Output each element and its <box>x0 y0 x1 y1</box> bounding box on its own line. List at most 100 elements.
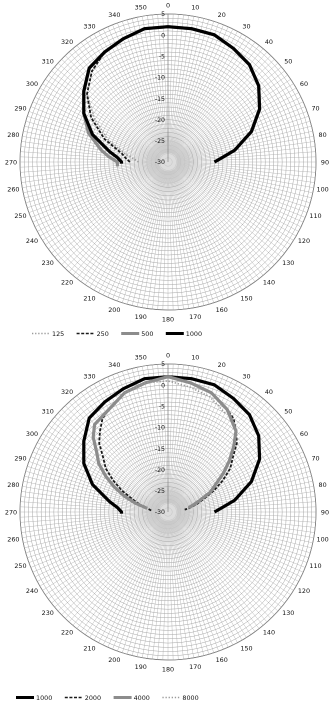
grid-spoke <box>176 101 304 159</box>
grid-spoke <box>137 17 167 153</box>
angle-tick-label: 210 <box>83 294 95 302</box>
angle-tick-label: 200 <box>108 656 120 664</box>
angle-tick-label: 150 <box>240 294 252 302</box>
grid-spoke <box>177 163 313 193</box>
grid-spoke <box>176 514 308 563</box>
grid-spoke <box>23 163 159 193</box>
grid-spoke <box>177 162 316 173</box>
angle-tick-label: 100 <box>317 186 329 194</box>
grid-spoke <box>122 21 166 154</box>
grid-spoke <box>168 521 179 660</box>
angle-tick-label: 270 <box>5 508 17 516</box>
grid-spoke <box>173 42 256 155</box>
grid-spoke <box>34 165 160 228</box>
grid-spoke <box>168 14 184 153</box>
legend: 1000 2000 4000 8000 <box>16 694 199 702</box>
grid-spoke <box>54 66 162 157</box>
grid-spoke <box>177 162 316 168</box>
grid-spoke <box>20 146 159 162</box>
grid-spoke <box>170 170 209 305</box>
grid-spoke <box>72 48 163 156</box>
grid-spoke <box>175 429 291 507</box>
grid-spoke <box>175 87 297 158</box>
grid-spoke <box>20 512 159 523</box>
grid-spoke <box>177 131 313 161</box>
grid-spoke <box>68 168 162 273</box>
grid-spoke <box>25 514 160 553</box>
grid-spoke <box>168 14 174 153</box>
angle-tick-label: 60 <box>300 80 308 88</box>
grid-spoke <box>172 386 247 505</box>
grid-spoke <box>152 364 168 503</box>
radial-tick-label: 5 <box>161 11 165 18</box>
grid-spoke <box>51 517 161 604</box>
radial-tick-label: -10 <box>155 425 165 432</box>
radial-tick-label: 5 <box>161 361 165 368</box>
grid-spoke <box>172 170 238 293</box>
grid-spoke <box>107 170 165 298</box>
grid-spoke <box>39 437 161 508</box>
polar-chart-1: 50-5-10-15-20-25-300 10203040506070809010… <box>5 1 329 323</box>
angle-tick-label: 350 <box>135 4 147 12</box>
grid-spoke <box>174 62 279 156</box>
grid-spoke <box>168 171 184 310</box>
grid-spoke <box>37 442 160 508</box>
angle-tick-label: 170 <box>189 663 201 671</box>
grid-spoke <box>93 383 164 505</box>
grid-spoke <box>175 517 291 595</box>
grid-spoke <box>173 389 251 505</box>
grid-spoke <box>42 166 161 241</box>
grid-spoke <box>142 171 167 308</box>
grid-spoke <box>175 167 288 250</box>
grid-spoke <box>169 171 194 308</box>
grid-spoke <box>32 515 160 573</box>
grid-spoke <box>61 409 162 506</box>
grid-spoke <box>21 513 159 533</box>
grid-spoke <box>173 39 251 155</box>
grid-spoke <box>175 517 288 600</box>
angle-tick-label: 120 <box>298 237 310 245</box>
grid-spoke <box>127 19 166 154</box>
grid-spoke <box>169 365 189 503</box>
grid-spoke <box>27 514 160 558</box>
grid-spoke <box>177 162 316 178</box>
angle-tick-label: 310 <box>42 407 54 415</box>
grid-spoke <box>24 164 160 198</box>
grid-spoke <box>68 518 162 623</box>
grid-spoke <box>170 371 214 504</box>
grid-spoke <box>168 521 174 660</box>
grid-spoke <box>175 167 291 245</box>
angle-tick-label: 290 <box>14 455 26 463</box>
grid-spoke <box>176 514 311 553</box>
grid-spoke <box>170 372 219 504</box>
grid-spoke <box>68 51 162 156</box>
grid-spoke <box>176 106 306 159</box>
grid-spoke <box>175 516 294 591</box>
grid-spoke <box>174 168 271 269</box>
angle-tick-label: 320 <box>61 388 73 396</box>
grid-spoke <box>61 518 162 615</box>
grid-spoke <box>98 31 164 154</box>
grid-spoke <box>65 168 162 269</box>
grid-spoke <box>176 514 309 558</box>
grid-spoke <box>20 162 159 168</box>
angle-tick-label: 250 <box>14 562 26 570</box>
grid-spoke <box>72 398 163 506</box>
radial-tick-label: -30 <box>155 509 165 516</box>
grid-spoke <box>102 378 165 504</box>
grid-spoke <box>93 519 164 641</box>
grid-spoke <box>20 512 159 528</box>
legend-label: 8000 <box>182 694 198 702</box>
grid-spoke <box>174 167 282 258</box>
grid-spoke <box>172 36 247 155</box>
grid-spoke <box>122 371 166 504</box>
grid-spoke <box>177 156 316 162</box>
grid-spoke <box>30 165 160 218</box>
grid-spoke <box>132 520 166 656</box>
grid-spoke <box>76 169 163 279</box>
grid-spoke <box>57 412 162 506</box>
grid-spoke <box>162 521 168 660</box>
grid-spoke <box>21 491 159 511</box>
grid-spoke <box>45 517 161 595</box>
grid-spoke <box>89 519 164 638</box>
